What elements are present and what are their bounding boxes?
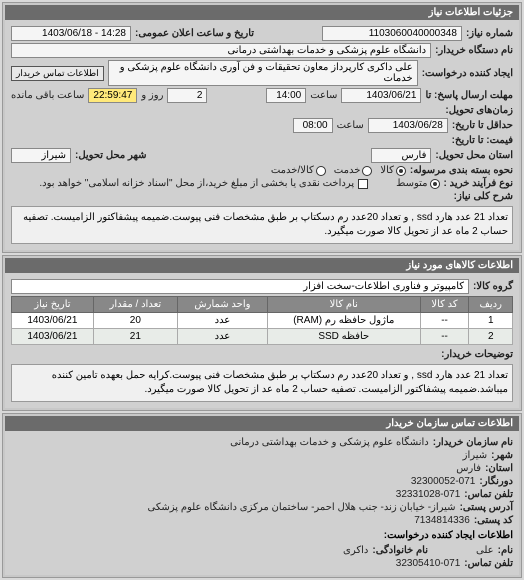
buyer-name: دانشگاه علوم پزشکی و خدمات بهداشتی درمان… (11, 43, 431, 58)
desc-label: شرح کلی نیاز: (454, 191, 513, 202)
radio-icon (430, 179, 440, 189)
deadline-time: 14:00 (266, 88, 306, 103)
org-phone2-label: تلفن تماس: (464, 489, 513, 500)
deadline-send-label: مهلت ارسال پاسخ: تا (425, 90, 513, 101)
col-0: ردیف (469, 297, 513, 313)
org-city: شیراز (463, 450, 488, 461)
org-phone-label: دورنگار: (479, 476, 513, 487)
location-label: استان محل تحویل: (435, 150, 513, 161)
group-label: گروه کالا: (473, 281, 513, 292)
process-note-checkbox[interactable] (358, 179, 368, 189)
org-city-label: شهر: (491, 450, 513, 461)
request-no: 1103060040000348 (322, 26, 462, 41)
remaining-suffix: ساعت باقی مانده (11, 90, 84, 101)
packing-option-0[interactable]: کالا (380, 165, 406, 176)
request-no-label: شماره نیاز: (466, 28, 513, 39)
packing-radio-group: کالا خدمت کالا/خدمت (271, 165, 406, 176)
delivery-label2: حداقل تا تاریخ: (452, 120, 513, 131)
org-address: شیراز- خیابان زند- جنب هلال احمر- ساختما… (148, 502, 456, 513)
fiat-label: فیمت: تا تاریخ: (452, 135, 513, 146)
creator-family: داکری (343, 545, 368, 556)
main-panel: جزئیات اطلاعات نیاز شماره نیاز: 11030600… (2, 2, 522, 253)
col-3: واحد شمارش (177, 297, 267, 313)
notes-label: توضیحات خریدار: (441, 349, 513, 360)
table-row[interactable]: 2 -- حافظه SSD عدد 21 1403/06/21 (12, 329, 513, 345)
creator-name: علی (476, 545, 494, 556)
table-row[interactable]: 1 -- ماژول حافظه رم (RAM) عدد 20 1403/06… (12, 313, 513, 329)
creator-label: ایجاد کننده درخواست: (422, 68, 513, 79)
col-5: تاریخ نیاز (12, 297, 94, 313)
goods-panel: اطلاعات کالاهای مورد نیاز گروه کالا: کام… (2, 255, 522, 411)
desc-text: تعداد 21 عدد هارد ssd , و تعداد 20عدد رم… (11, 206, 513, 244)
delivery-label: زمان‌های تحویل: (445, 105, 513, 116)
info-body: شماره نیاز: 1103060040000348 تاریخ و ساع… (5, 20, 519, 250)
col-1: کد کالا (420, 297, 469, 313)
radio-icon (396, 166, 406, 176)
goods-body: گروه کالا: کامپیوتر و فناوری اطلاعات-سخت… (5, 273, 519, 408)
buyer-name-label: نام دستگاه خریدار: (435, 45, 513, 56)
radio-icon (316, 166, 326, 176)
org-body: نام سازمان خریدار: دانشگاه علوم پزشکی و … (5, 431, 519, 575)
delivery-time: 08:00 (293, 118, 333, 133)
radio-icon (362, 166, 372, 176)
deadline-date: 1403/06/21 (341, 88, 421, 103)
remaining-days: 2 (167, 88, 207, 103)
org-name-label: نام سازمان خریدار: (433, 437, 513, 448)
buyer-contact-button[interactable]: اطلاعات تماس خریدار (11, 66, 104, 81)
process-label: نوع فرآیند خرید : (444, 178, 513, 189)
goods-table: ردیف کد کالا نام کالا واحد شمارش تعداد /… (11, 296, 513, 345)
creator-phone-label: تلفن تماس: (464, 558, 513, 569)
org-province-label: استان: (485, 463, 513, 474)
org-phone2: 32331028-071 (396, 489, 461, 500)
group-value: کامپیوتر و فناوری اطلاعات-سخت افزار (11, 279, 469, 294)
packing-option-1[interactable]: خدمت (334, 165, 373, 176)
creator-family-label: نام خانوادگی: (372, 545, 428, 556)
process-note-text: پرداخت نقدی یا بخشی از مبلغ خرید،از محل … (39, 178, 354, 189)
org-phone: 32300052-071 (411, 476, 476, 487)
org-address-label: آدرس پستی: (460, 502, 513, 513)
location-province: فارس (371, 148, 431, 163)
org-header: اطلاعات تماس سازمان خریدار (5, 416, 519, 431)
public-date: 14:28 - 1403/06/18 (11, 26, 131, 41)
public-date-label: تاریخ و ساعت اعلان عمومی: (135, 28, 254, 39)
org-province: فارس (456, 463, 481, 474)
creator-phone: 32305410-071 (396, 558, 461, 569)
deadline-time-label: ساعت (310, 90, 337, 101)
packing-label: نحوه بسته بندی مرسوله: (410, 165, 513, 176)
creator-section: اطلاعات ایجاد کننده درخواست: (11, 528, 513, 543)
process-option-0[interactable]: متوسط (396, 178, 439, 189)
org-postal-label: کد پستی: (474, 515, 513, 526)
col-4: تعداد / مقدار (93, 297, 177, 313)
goods-header: اطلاعات کالاهای مورد نیاز (5, 258, 519, 273)
packing-option-2[interactable]: کالا/خدمت (271, 165, 326, 176)
org-panel: اطلاعات تماس سازمان خریدار نام سازمان خر… (2, 413, 522, 578)
creator: علی داکری کارپرداز معاون تحقیقات و فن آو… (108, 60, 418, 86)
panel-title: جزئیات اطلاعات نیاز (5, 5, 519, 20)
creator-name-label: نام: (498, 545, 513, 556)
delivery-date: 1403/06/28 (368, 118, 448, 133)
location-city: شیراز (11, 148, 71, 163)
delivery-time-label: ساعت (337, 120, 364, 131)
org-name: دانشگاه علوم پزشکی و خدمات بهداشتی درمان… (230, 437, 429, 448)
col-2: نام کالا (268, 297, 421, 313)
remaining-time: 22:59:47 (88, 88, 137, 103)
notes-text: تعداد 21 عدد هارد ssd , و تعداد 20عدد رم… (11, 364, 513, 402)
org-postal: 7134814336 (414, 515, 470, 526)
location-city-label: شهر محل تحویل: (75, 150, 147, 161)
remaining-days-label: روز و (141, 90, 163, 101)
